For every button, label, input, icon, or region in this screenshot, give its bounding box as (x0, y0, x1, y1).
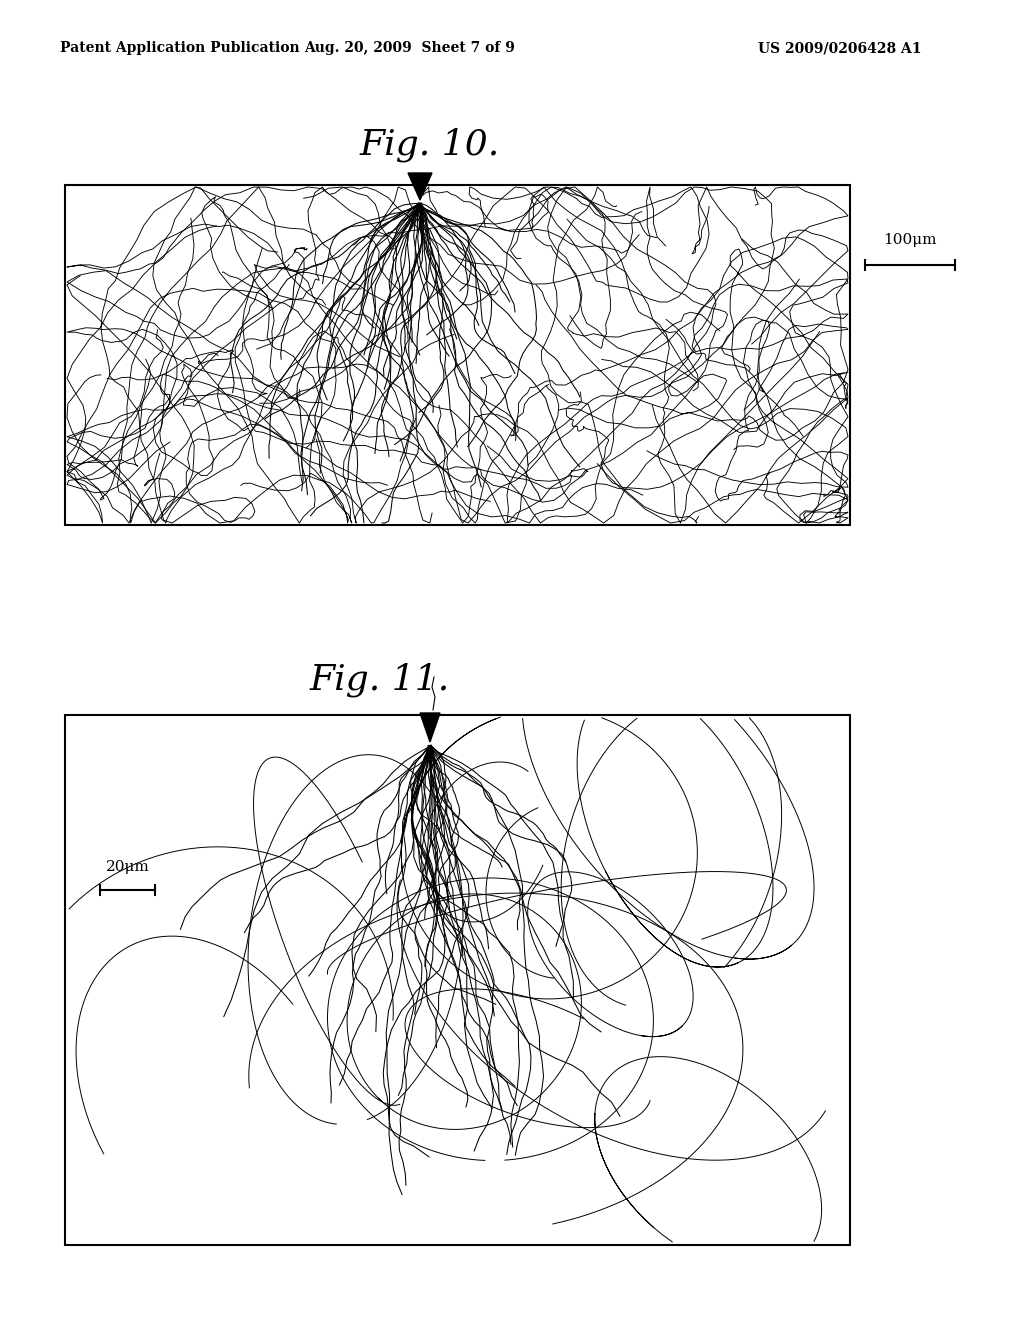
Text: Aug. 20, 2009  Sheet 7 of 9: Aug. 20, 2009 Sheet 7 of 9 (304, 41, 515, 55)
Text: Patent Application Publication: Patent Application Publication (60, 41, 300, 55)
Text: Fig. 10.: Fig. 10. (359, 128, 500, 162)
Text: Fig. 11.: Fig. 11. (310, 663, 451, 697)
Bar (65, 715, 850, 1245)
Text: US 2009/0206428 A1: US 2009/0206428 A1 (758, 41, 922, 55)
Text: 20μm: 20μm (105, 861, 150, 874)
Text: 100μm: 100μm (884, 234, 937, 247)
Polygon shape (408, 173, 432, 201)
Bar (65, 185, 850, 525)
Polygon shape (420, 713, 440, 742)
